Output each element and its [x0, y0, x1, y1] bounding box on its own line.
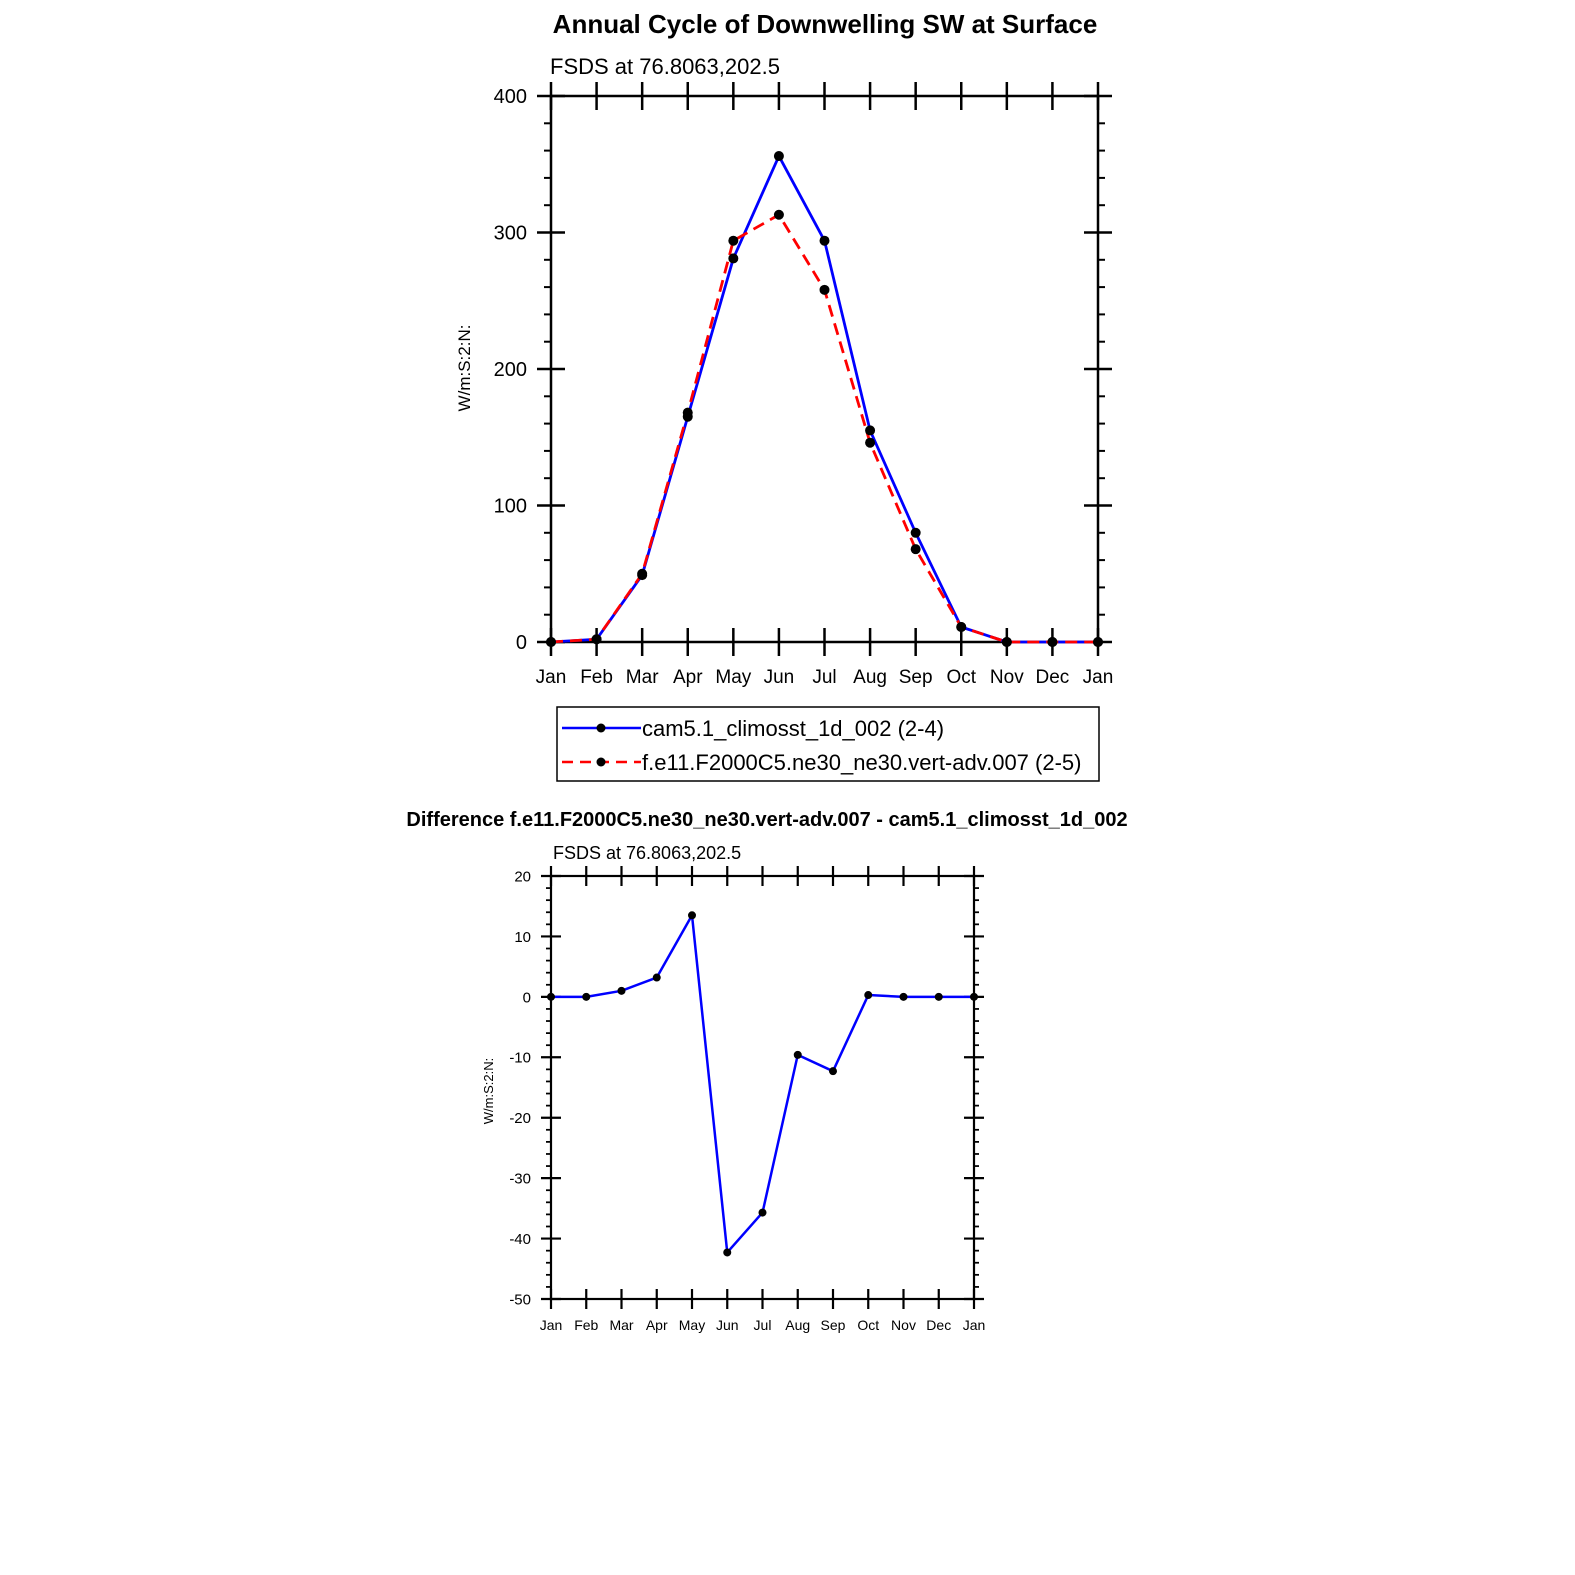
bottom-axes: Jan Feb Mar Apr May Jun Jul Aug Sep Oct Nov Dec Jan-… [509, 866, 985, 1333]
difference-subtitle: FSDS at 76.8063,202.5 [553, 843, 741, 863]
data-point-0 [773, 151, 784, 162]
x-tick-label: Aug [853, 667, 887, 688]
y-tick-label: 0 [516, 632, 527, 654]
data-point-1 [865, 437, 876, 448]
legend: cam5.1_climosst_1d_002 (2-4) f.e11.F2000… [556, 706, 1100, 782]
y-tick-label: -20 [509, 1110, 531, 1127]
top-plot-area [546, 151, 1103, 647]
x-tick-label: Apr [673, 667, 703, 688]
x-tick-label: Oct [857, 1317, 879, 1333]
legend-marker-f-e11 [596, 757, 606, 767]
legend-entry-cam5: cam5.1_climosst_1d_002 (2-4) [562, 716, 944, 741]
y-axis-label: W/m:S:2:N: [455, 325, 474, 412]
y-tick-label: -40 [509, 1231, 531, 1248]
data-point-1 [591, 634, 602, 645]
data-point-0 [819, 235, 830, 246]
x-tick-label: Aug [785, 1317, 810, 1333]
x-tick-label: Apr [646, 1317, 668, 1333]
x-tick-label: Feb [580, 667, 613, 688]
y-tick-label: 20 [514, 868, 531, 885]
annual-cycle-chart: Annual Cycle of Downwelling SW at Surfac… [455, 9, 1114, 782]
y-tick-label: 300 [494, 223, 527, 245]
data-point-0 [910, 527, 921, 538]
data-point-1 [682, 407, 693, 418]
x-tick-label: May [679, 1317, 705, 1333]
x-tick-label: May [715, 667, 751, 688]
difference-chart: Difference f.e11.F2000C5.ne30_ne30.vert-… [406, 809, 1127, 1333]
data-point-0 [970, 992, 978, 1001]
y-tick-label: 0 [523, 989, 531, 1006]
x-tick-label: Sep [899, 667, 933, 688]
data-point-0 [617, 986, 626, 995]
y-tick-label: -50 [509, 1291, 531, 1308]
x-tick-label: Oct [946, 667, 976, 688]
data-point-1 [637, 568, 648, 579]
data-point-0 [899, 992, 908, 1001]
x-tick-label: Mar [626, 667, 659, 688]
data-point-0 [652, 973, 661, 982]
x-tick-label: Jul [812, 667, 836, 688]
data-point-1 [1093, 637, 1103, 647]
data-point-0 [688, 911, 696, 920]
data-point-1 [1047, 637, 1058, 647]
data-point-0 [723, 1248, 732, 1257]
data-point-1 [956, 621, 967, 632]
data-point-0 [793, 1050, 802, 1059]
x-tick-label: Jun [764, 667, 795, 688]
legend-marker-cam5 [596, 723, 606, 733]
chart-subtitle: FSDS at 76.8063,202.5 [550, 54, 780, 79]
y-tick-label: 200 [494, 359, 527, 381]
data-point-1 [819, 284, 830, 295]
data-point-0 [934, 992, 943, 1001]
x-tick-label: Jan [536, 667, 567, 688]
legend-label-cam5: cam5.1_climosst_1d_002 (2-4) [642, 716, 944, 741]
x-tick-label: Nov [990, 667, 1024, 688]
x-tick-label: Jan [1083, 667, 1114, 688]
y-tick-label: 100 [494, 496, 527, 518]
x-tick-label: Dec [926, 1317, 951, 1333]
x-tick-label: Nov [891, 1317, 916, 1333]
y-tick-label: -30 [509, 1171, 531, 1188]
y-tick-label: -10 [509, 1050, 531, 1067]
data-point-1 [728, 235, 739, 246]
x-tick-label: Mar [609, 1317, 633, 1333]
x-tick-label: Dec [1036, 667, 1070, 688]
data-point-1 [546, 637, 556, 647]
data-point-0 [547, 992, 555, 1001]
data-point-0 [864, 991, 873, 1000]
x-tick-label: Sep [821, 1317, 846, 1333]
x-tick-label: Jun [716, 1317, 739, 1333]
top-axes: Jan Feb Mar Apr May Jun Jul Aug Sep Oct Nov Dec Jan 0… [494, 82, 1114, 688]
x-tick-label: Feb [574, 1317, 598, 1333]
legend-label-f-e11: f.e11.F2000C5.ne30_ne30.vert-adv.007 (2-… [642, 750, 1081, 775]
legend-box [556, 706, 1100, 782]
data-point-0 [829, 1067, 837, 1076]
data-point-1 [1001, 637, 1012, 647]
data-point-0 [728, 253, 739, 264]
y-tick-label: 400 [494, 86, 527, 108]
x-tick-label: Jan [963, 1317, 986, 1333]
chart-title: Annual Cycle of Downwelling SW at Surfac… [553, 9, 1098, 39]
x-tick-label: Jul [754, 1317, 772, 1333]
data-point-1 [773, 209, 784, 220]
data-point-0 [865, 425, 876, 436]
y-tick-label: 10 [514, 929, 531, 946]
difference-title: Difference f.e11.F2000C5.ne30_ne30.vert-… [406, 809, 1127, 831]
x-tick-label: Jan [540, 1317, 563, 1333]
bottom-plot-area [547, 911, 978, 1257]
data-point-0 [758, 1208, 767, 1217]
legend-entry-f-e11: f.e11.F2000C5.ne30_ne30.vert-adv.007 (2-… [562, 750, 1081, 775]
difference-y-axis-label: W/m:S:2:N: [481, 1058, 496, 1124]
data-point-1 [910, 544, 921, 555]
data-point-0 [582, 992, 591, 1001]
